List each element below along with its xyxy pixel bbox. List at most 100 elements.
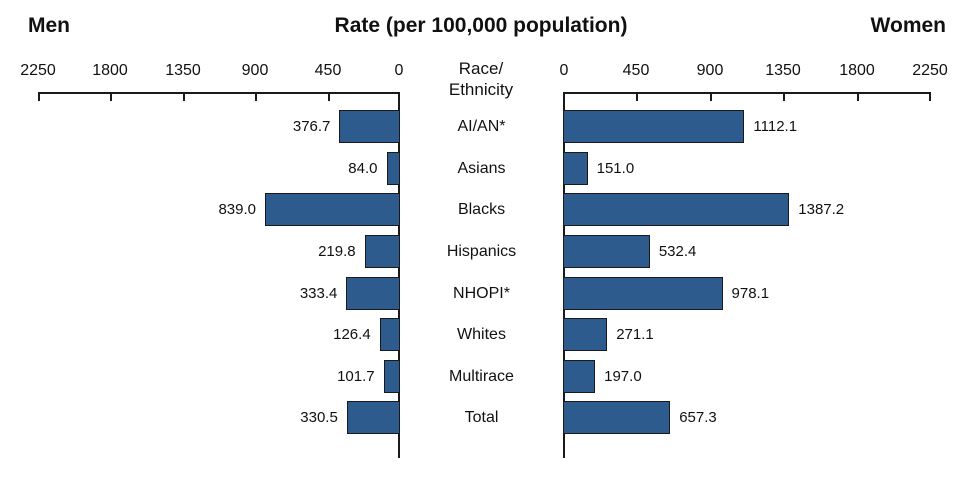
- men-axis-tick-mark: [255, 92, 257, 101]
- men-bar: [379, 318, 400, 351]
- women-axis-tick-label: 0: [559, 62, 569, 79]
- men-zero-baseline: [398, 92, 400, 458]
- men-bar-cell: 84.0: [38, 152, 400, 185]
- category-label: Hispanics: [446, 242, 517, 260]
- men-axis-line: [38, 92, 400, 94]
- chart-row: 839.0 Blacks 1387.2: [0, 193, 960, 226]
- category-label-cell: Asians: [400, 152, 563, 185]
- chart-title: Rate (per 100,000 population): [334, 14, 628, 37]
- women-axis-line: [563, 92, 930, 94]
- men-bar-cell: 376.7: [38, 110, 400, 143]
- category-label-cell: Hispanics: [400, 235, 563, 268]
- women-axis-tick-label: 1350: [765, 62, 801, 79]
- women-bar: [563, 318, 608, 351]
- men-bar: [346, 277, 400, 310]
- race-ethnicity-axis-label: Race/ Ethnicity: [449, 58, 513, 101]
- women-value-label: 532.4: [658, 243, 697, 260]
- category-label-cell: Multirace: [400, 360, 563, 393]
- men-axis-tick-mark: [38, 92, 40, 101]
- women-bar-cell: 532.4: [563, 235, 930, 268]
- women-panel-title: Women: [870, 14, 946, 37]
- women-bar: [563, 110, 745, 143]
- women-bar-cell: 1387.2: [563, 193, 930, 226]
- men-bar: [339, 110, 400, 143]
- men-panel-title: Men: [28, 14, 70, 37]
- women-bar: [563, 152, 588, 185]
- men-bar-cell: 219.8: [38, 235, 400, 268]
- men-bar: [346, 401, 400, 434]
- men-value-label: 219.8: [318, 243, 356, 260]
- men-axis-tick-mark: [328, 92, 330, 101]
- men-axis-tick-label: 2250: [20, 62, 56, 79]
- men-axis-tick-label: 450: [314, 62, 342, 79]
- women-value-label: 271.1: [616, 326, 654, 343]
- men-bar: [265, 193, 400, 226]
- men-value-label: 126.4: [333, 326, 371, 343]
- men-value-label: 330.5: [300, 409, 338, 426]
- category-label: Total: [464, 408, 499, 426]
- women-bar-cell: 1112.1: [563, 110, 930, 143]
- men-bar: [386, 152, 400, 185]
- men-value-label: 376.7: [292, 118, 331, 135]
- category-label-cell: Whites: [400, 318, 563, 351]
- women-bar: [563, 401, 671, 434]
- chart-row: 219.8 Hispanics 532.4: [0, 235, 960, 268]
- race-ethnicity-axis-label-line2: Ethnicity: [448, 80, 514, 100]
- category-label: AI/AN*: [457, 117, 506, 135]
- women-axis-tick-mark: [783, 92, 785, 101]
- men-value-label: 84.0: [348, 160, 378, 177]
- women-axis-tick-label: 2250: [912, 62, 948, 79]
- men-value-label: 101.7: [337, 368, 375, 385]
- category-label: Multirace: [449, 367, 514, 385]
- men-axis-tick-label: 900: [241, 62, 269, 79]
- women-bar: [563, 235, 650, 268]
- category-label-cell: NHOPI*: [400, 277, 563, 310]
- chart-row: 376.7 AI/AN* 1112.1: [0, 110, 960, 143]
- category-label-cell: Total: [400, 401, 563, 434]
- women-axis-tick-label: 450: [622, 62, 650, 79]
- women-axis-tick-mark: [857, 92, 859, 101]
- men-value-label: 333.4: [299, 285, 338, 302]
- women-bar-cell: 978.1: [563, 277, 930, 310]
- chart-row: 101.7 Multirace 197.0: [0, 360, 960, 393]
- men-axis-tick-mark: [183, 92, 185, 101]
- chart-row: 330.5 Total 657.3: [0, 401, 960, 434]
- women-axis-tick-mark: [636, 92, 638, 101]
- women-axis-tick-label: 1800: [839, 62, 875, 79]
- women-zero-baseline: [563, 92, 565, 458]
- men-axis-tick-label: 1800: [92, 62, 128, 79]
- men-bar: [364, 235, 400, 268]
- women-bar-cell: 657.3: [563, 401, 930, 434]
- men-bar-cell: 126.4: [38, 318, 400, 351]
- women-value-label: 1112.1: [753, 118, 798, 135]
- category-label: Whites: [457, 325, 506, 343]
- women-value-label: 197.0: [604, 368, 642, 385]
- women-bar: [563, 277, 723, 310]
- men-bar-cell: 330.5: [38, 401, 400, 434]
- men-axis-tick-mark: [110, 92, 112, 101]
- category-label: NHOPI*: [453, 284, 510, 302]
- men-axis-tick-label: 0: [394, 62, 404, 79]
- women-bar-cell: 151.0: [563, 152, 930, 185]
- men-bar-cell: 839.0: [38, 193, 400, 226]
- women-value-label: 978.1: [731, 285, 770, 302]
- women-value-label: 1387.2: [798, 201, 845, 218]
- women-bar: [563, 360, 596, 393]
- chart-row: 333.4 NHOPI* 978.1: [0, 277, 960, 310]
- women-bar-cell: 271.1: [563, 318, 930, 351]
- women-axis-tick-mark: [929, 92, 931, 101]
- women-bar: [563, 193, 790, 226]
- women-bar-cell: 197.0: [563, 360, 930, 393]
- category-label-cell: AI/AN*: [400, 110, 563, 143]
- men-bar-cell: 333.4: [38, 277, 400, 310]
- category-label: Asians: [457, 159, 506, 177]
- chart-row: 126.4 Whites 271.1: [0, 318, 960, 351]
- race-ethnicity-axis-label-line1: Race/: [458, 59, 504, 78]
- men-axis-tick-label: 1350: [165, 62, 201, 79]
- chart-row: 84.0 Asians 151.0: [0, 152, 960, 185]
- women-value-label: 151.0: [596, 160, 635, 177]
- men-bar-cell: 101.7: [38, 360, 400, 393]
- men-value-label: 839.0: [218, 201, 257, 218]
- women-axis-tick-mark: [710, 92, 712, 101]
- category-label: Blacks: [457, 200, 506, 218]
